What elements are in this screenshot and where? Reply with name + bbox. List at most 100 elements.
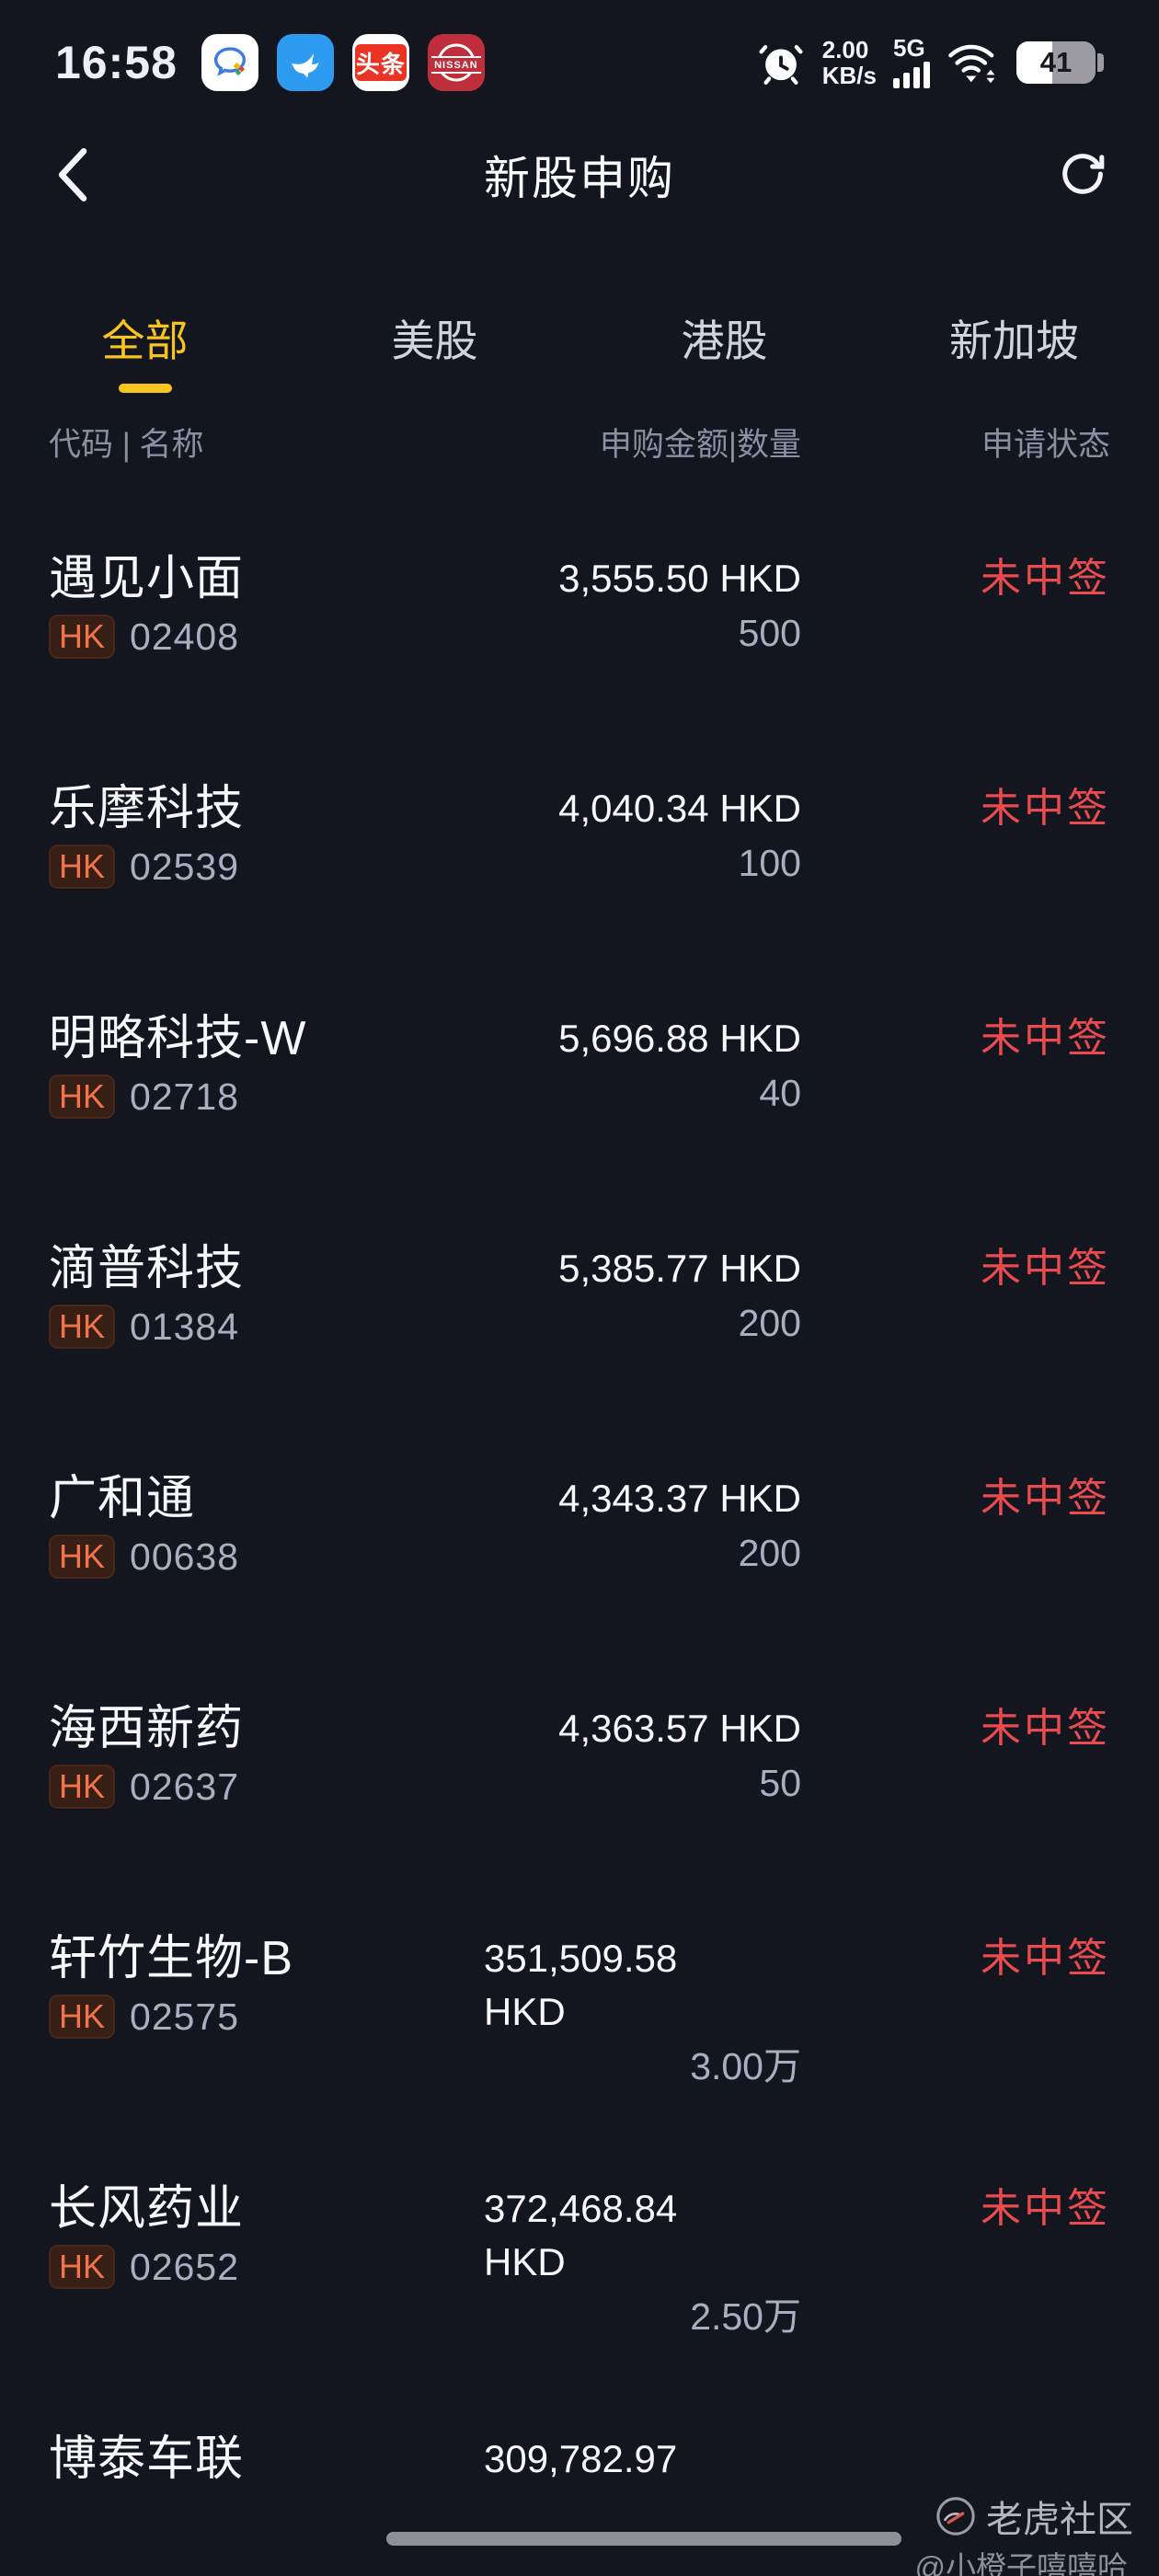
tab-active-underline: [408, 384, 462, 393]
status-cell: 未中签: [801, 1472, 1110, 1616]
ipo-row[interactable]: 遇见小面 HK 02408 3,555.50 HKD 500 未中签: [0, 466, 1159, 696]
subscription-quantity: 50: [759, 1762, 801, 1804]
stock-name: 遇见小面: [49, 552, 245, 605]
stock-id-line: HK 02718: [49, 1075, 484, 1119]
subscription-quantity: 3.00万: [690, 2045, 801, 2087]
amount-cell: 4,343.37 HKD 200: [484, 1472, 801, 1616]
stock-cell: 轩竹生物-B HK 02575: [49, 1932, 484, 2096]
market-badge: HK: [49, 1765, 116, 1809]
stock-code: 01384: [130, 1305, 240, 1348]
stock-cell: 滴普科技 HK 01384: [49, 1242, 484, 1386]
ipo-row[interactable]: 明略科技-W HK 02718 5,696.88 HKD 40 未中签: [0, 926, 1159, 1156]
dingtalk-icon: [276, 34, 334, 91]
tab-active-underline: [988, 384, 1041, 393]
application-status: 未中签: [981, 2186, 1110, 2231]
application-status: 未中签: [981, 556, 1110, 601]
clock-time: 16:58: [55, 37, 178, 88]
back-button[interactable]: [53, 143, 109, 207]
stock-code: 02637: [130, 1765, 240, 1808]
stock-id-line: HK 02652: [49, 2245, 484, 2289]
ipo-row[interactable]: 广和通 HK 00638 4,343.37 HKD 200 未中签: [0, 1386, 1159, 1616]
stock-cell: 长风药业 HK 02652: [49, 2182, 484, 2346]
stock-code: 02718: [130, 1075, 240, 1118]
amount-cell: 309,782.97: [484, 2432, 801, 2539]
watermark-handle: @小橙子嘻嘻哈: [914, 2550, 1129, 2576]
application-status: 未中签: [981, 1246, 1110, 1291]
refresh-button[interactable]: [1056, 147, 1111, 202]
ipo-list: 遇见小面 HK 02408 3,555.50 HKD 500 未中签 乐摩科技 …: [0, 466, 1159, 2530]
stock-code: 00638: [130, 1535, 240, 1578]
tab-全部[interactable]: 全部: [0, 272, 290, 393]
amount-cell: 5,696.88 HKD 40: [484, 1012, 801, 1156]
stock-cell: 遇见小面 HK 02408: [49, 552, 484, 696]
ipo-row[interactable]: 长风药业 HK 02652 372,468.84 HKD 2.50万 未中签: [0, 2096, 1159, 2346]
wifi-icon: [947, 38, 1000, 87]
subscription-amount: 5,385.77 HKD: [558, 1247, 801, 1290]
ipo-row[interactable]: 博泰车联 309,782.97: [0, 2346, 1159, 2530]
stock-id-line: HK 02539: [49, 845, 484, 889]
alarm-icon: [756, 38, 806, 87]
stock-name: 广和通: [49, 1472, 196, 1525]
stock-cell: 海西新药 HK 02637: [49, 1702, 484, 1846]
subscription-amount: 372,468.84 HKD: [484, 2187, 678, 2283]
market-badge: HK: [49, 1995, 116, 2039]
wecom-icon: [201, 34, 258, 91]
status-cell: 未中签: [801, 1242, 1110, 1386]
stock-code: 02408: [130, 615, 240, 658]
stock-name: 明略科技-W: [49, 1012, 307, 1065]
application-status: 未中签: [981, 1936, 1110, 1981]
amount-cell: 372,468.84 HKD 2.50万: [484, 2182, 801, 2346]
watermark-brand: 老虎社区: [935, 2490, 1133, 2543]
stock-name: 海西新药: [49, 1702, 245, 1755]
amount-cell: 4,040.34 HKD 100: [484, 782, 801, 926]
ipo-row[interactable]: 乐摩科技 HK 02539 4,040.34 HKD 100 未中签: [0, 696, 1159, 926]
amount-cell: 4,363.57 HKD 50: [484, 1702, 801, 1846]
tab-label: 全部: [101, 316, 189, 365]
tab-美股[interactable]: 美股: [290, 272, 580, 393]
stock-id-line: HK 02575: [49, 1995, 484, 2039]
subscription-quantity: 200: [738, 1532, 801, 1574]
status-cell: 未中签: [801, 2182, 1110, 2346]
ipo-row[interactable]: 轩竹生物-B HK 02575 351,509.58 HKD 3.00万 未中签: [0, 1846, 1159, 2096]
table-header: 代码 | 名称 申购金额|数量 申请状态: [0, 419, 1159, 466]
subscription-quantity: 200: [738, 1302, 801, 1344]
market-badge: HK: [49, 1535, 116, 1579]
scroll-indicator[interactable]: [386, 2532, 901, 2546]
subscription-amount: 4,363.57 HKD: [558, 1707, 801, 1750]
network-speed: 2.00 KB/s: [821, 36, 877, 89]
stock-cell: 广和通 HK 00638: [49, 1472, 484, 1616]
nav-bar: 新股申购: [0, 101, 1159, 248]
network-type-label: 5G: [893, 34, 925, 62]
notification-icons: 头条 NISSAN: [201, 34, 485, 91]
stock-code: 02575: [130, 1995, 240, 2038]
stock-cell: 博泰车联: [49, 2432, 484, 2539]
subscription-amount: 4,343.37 HKD: [558, 1477, 801, 1520]
status-bar: 16:58 头条 N: [0, 0, 1159, 101]
col-status: 申请状态: [981, 427, 1110, 463]
tab-新加坡[interactable]: 新加坡: [869, 272, 1159, 393]
ipo-row[interactable]: 海西新药 HK 02637 4,363.57 HKD 50 未中签: [0, 1616, 1159, 1846]
subscription-quantity: 100: [738, 842, 801, 884]
subscription-amount: 4,040.34 HKD: [558, 787, 801, 830]
stock-cell: 乐摩科技 HK 02539: [49, 782, 484, 926]
application-status: 未中签: [981, 1016, 1110, 1061]
tab-港股[interactable]: 港股: [580, 272, 869, 393]
watermark-brand-text: 老虎社区: [986, 2500, 1133, 2540]
market-badge: HK: [49, 845, 116, 889]
stock-id-line: HK 02637: [49, 1765, 484, 1809]
amount-cell: 5,385.77 HKD 200: [484, 1242, 801, 1386]
subscription-quantity: 40: [759, 1072, 801, 1114]
status-cell: 未中签: [801, 552, 1110, 696]
tab-label: 美股: [391, 316, 478, 365]
stock-name: 乐摩科技: [49, 782, 245, 835]
ipo-row[interactable]: 滴普科技 HK 01384 5,385.77 HKD 200 未中签: [0, 1156, 1159, 1386]
cellular-signal: 5G: [893, 34, 930, 88]
page-title: 新股申购: [484, 153, 675, 204]
nissan-icon: NISSAN: [427, 34, 485, 91]
toutiao-icon: 头条: [351, 34, 409, 91]
battery-percent: 41: [1039, 46, 1073, 78]
amount-cell: 3,555.50 HKD 500: [484, 552, 801, 696]
tab-label: 新加坡: [949, 316, 1079, 365]
tiger-logo-icon: [935, 2495, 977, 2537]
